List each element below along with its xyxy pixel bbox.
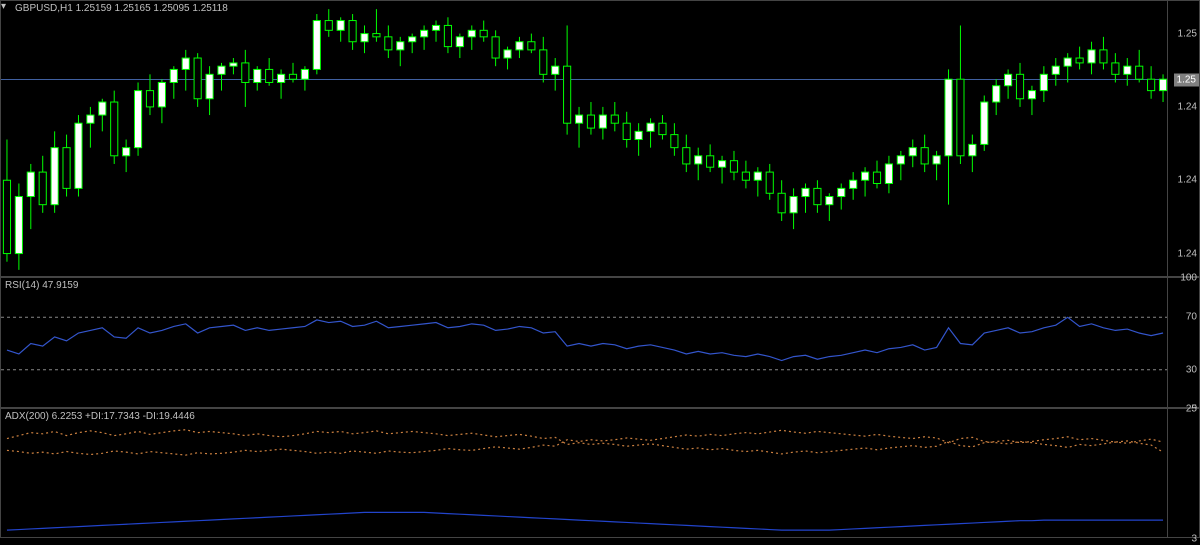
rsi-ytick: 100 [1180,273,1197,284]
chart-menu-dropdown-icon[interactable]: ▾ [1,1,13,13]
price-chart-area[interactable] [1,1,1169,276]
rsi-ytick: 70 [1186,312,1197,323]
rsi-title: RSI(14) 47.9159 [5,280,78,291]
rsi-panel[interactable]: RSI(14) 47.9159 03070100 [0,277,1200,408]
rsi-yaxis: 03070100 [1167,278,1199,407]
adx-chart-area[interactable] [1,409,1169,537]
price-yaxis: 1.24 1.24 1.24 1.25 1.25 [1167,1,1199,276]
adx-yaxis: 325 [1167,409,1199,537]
price-ytick: 1.24 [1178,175,1197,186]
current-price-label: 1.25 [1174,73,1199,86]
adx-ytick: 25 [1186,404,1197,415]
rsi-ytick: 30 [1186,364,1197,375]
price-ytick: 1.25 [1178,28,1197,39]
price-chart-panel[interactable]: ▾ GBPUSD,H1 1.25159 1.25165 1.25095 1.25… [0,0,1200,277]
trading-terminal: ▾ GBPUSD,H1 1.25159 1.25165 1.25095 1.25… [0,0,1200,538]
price-chart-title: GBPUSD,H1 1.25159 1.25165 1.25095 1.2511… [15,3,228,14]
adx-title: ADX(200) 6.2253 +DI:17.7343 -DI:19.4446 [5,411,195,422]
price-ytick: 1.24 [1178,248,1197,259]
rsi-chart-area[interactable] [1,278,1169,407]
adx-panel[interactable]: ADX(200) 6.2253 +DI:17.7343 -DI:19.4446 … [0,408,1200,538]
adx-ytick: 3 [1191,534,1197,545]
price-ytick: 1.24 [1178,101,1197,112]
